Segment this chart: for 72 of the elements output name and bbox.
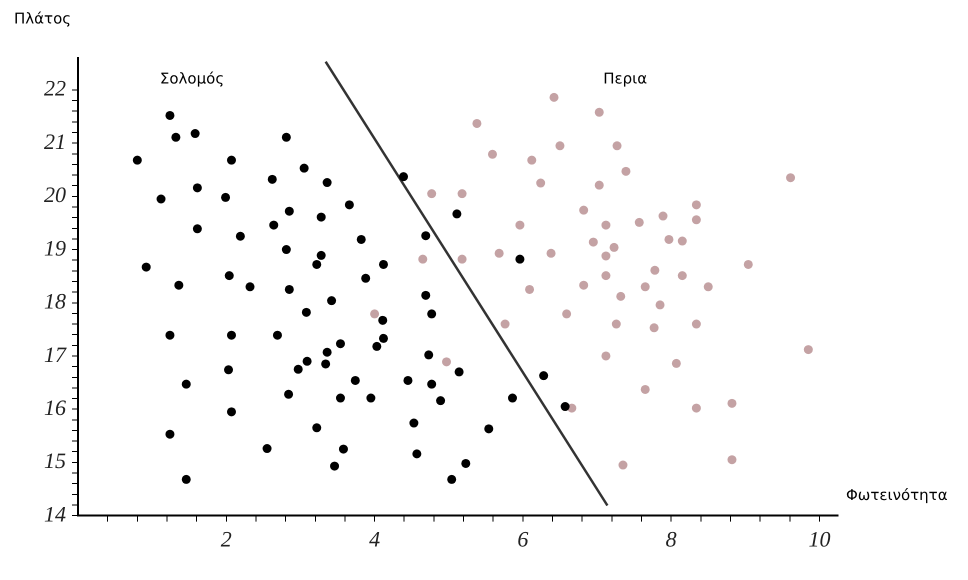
x-tick-label: 4	[369, 526, 380, 552]
point	[418, 254, 428, 264]
series-label: Σολομός	[160, 69, 224, 88]
point	[579, 280, 588, 290]
y-tick-label: 21	[44, 128, 66, 154]
point	[546, 248, 556, 258]
point	[612, 141, 622, 150]
point	[678, 271, 687, 280]
point	[650, 323, 659, 332]
point	[640, 384, 650, 394]
point	[601, 351, 610, 360]
y-tick-label: 15	[44, 448, 66, 474]
point	[601, 251, 610, 260]
point	[562, 309, 572, 318]
point	[692, 200, 701, 210]
point	[536, 178, 546, 188]
point	[458, 254, 467, 264]
y-tick-label: 16	[44, 394, 66, 420]
point	[594, 180, 604, 190]
point	[442, 357, 452, 366]
point	[650, 266, 660, 275]
point	[727, 398, 736, 408]
point	[664, 234, 674, 244]
point	[678, 236, 687, 246]
point	[458, 189, 467, 198]
point	[555, 141, 564, 150]
point	[601, 220, 610, 230]
point	[527, 156, 536, 165]
point	[744, 260, 753, 269]
point	[515, 220, 524, 230]
y-tick-label: 17	[44, 342, 67, 367]
point	[610, 242, 619, 252]
point	[692, 320, 701, 329]
x-tick-label: 10	[808, 526, 830, 552]
point	[640, 282, 650, 292]
y-axis-title: Πλάτος	[14, 9, 72, 28]
y-tick-label: 22	[44, 76, 66, 101]
point	[594, 108, 604, 117]
point	[550, 92, 559, 102]
point	[601, 271, 610, 280]
point	[672, 358, 681, 368]
x-tick-label: 2	[220, 526, 232, 552]
point	[786, 173, 796, 182]
point	[656, 300, 665, 310]
point	[616, 292, 626, 301]
point	[427, 189, 436, 198]
x-tick-label: 8	[666, 526, 677, 552]
point	[692, 215, 701, 224]
point	[804, 345, 813, 354]
point	[370, 309, 380, 318]
point	[472, 118, 482, 128]
point	[658, 212, 668, 221]
y-tick-label: 18	[44, 288, 66, 314]
point	[727, 455, 736, 464]
x-tick-label: 6	[517, 526, 528, 552]
y-tick-label: 20	[44, 182, 66, 208]
point	[500, 320, 510, 329]
point	[494, 248, 504, 258]
point	[588, 238, 598, 247]
point	[634, 218, 644, 227]
point	[618, 460, 628, 470]
point	[612, 320, 621, 329]
y-tick-label: 14	[44, 501, 66, 526]
point	[704, 282, 713, 292]
point	[579, 206, 588, 215]
x-axis-title: Φωτεινότητα	[846, 486, 948, 504]
point	[692, 404, 701, 413]
point	[621, 166, 630, 176]
point	[488, 150, 497, 159]
point	[525, 284, 534, 294]
series-label: Περια	[603, 69, 648, 88]
y-tick-label: 19	[44, 235, 66, 260]
